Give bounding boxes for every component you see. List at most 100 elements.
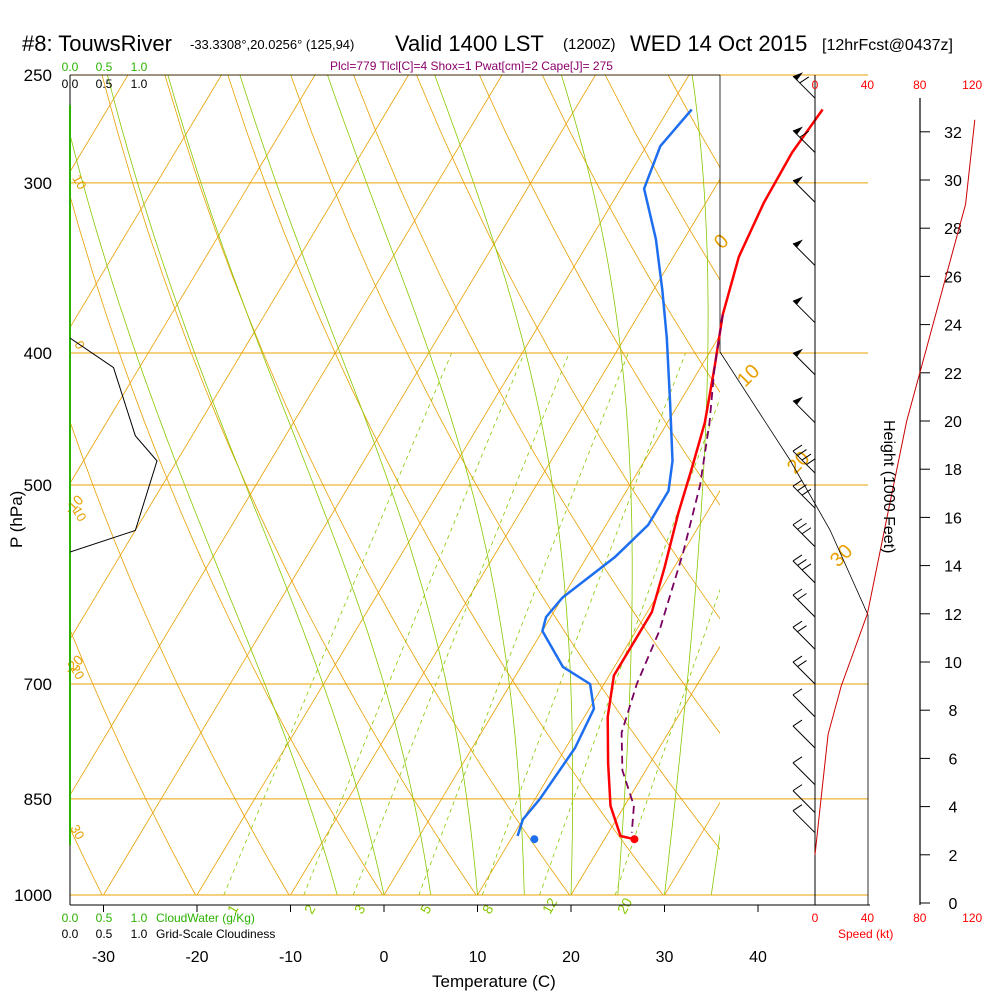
temperature-tick-label: 40 bbox=[749, 949, 767, 966]
cloudwater-tick-top: 0.0 bbox=[62, 60, 79, 74]
wind-barb-feather bbox=[797, 625, 807, 633]
height-tick-label: 22 bbox=[944, 366, 962, 383]
stability-indices: Plcl=779 Tlcl[C]=4 Shox=1 Pwat[cm]=2 Cap… bbox=[330, 59, 613, 73]
height-tick-label: 6 bbox=[949, 751, 958, 768]
wind-barb-feather bbox=[792, 655, 803, 663]
height-tick-label: 26 bbox=[944, 269, 962, 286]
pressure-tick-label: 700 bbox=[24, 675, 52, 694]
dry-adiabat-line bbox=[227, 75, 664, 895]
cloudwater-label: CloudWater (g/Kg) bbox=[156, 911, 255, 925]
mixing-ratio-line bbox=[303, 352, 525, 895]
pressure-tick-label: 1000 bbox=[14, 886, 52, 905]
temperature-line bbox=[606, 108, 824, 841]
wind-barb bbox=[792, 688, 816, 718]
wind-barb bbox=[792, 620, 816, 650]
wind-barb bbox=[792, 784, 816, 813]
temperature-tick-label: -30 bbox=[92, 949, 115, 966]
cloudiness-line bbox=[70, 337, 158, 553]
wind-barb-feather bbox=[799, 76, 810, 84]
wind-barb-feather bbox=[797, 449, 807, 456]
speed-tick-top: 0 bbox=[812, 78, 819, 92]
wind-barb-feather bbox=[797, 593, 807, 600]
wind-barb-feather bbox=[792, 688, 803, 696]
cloudiness-tick-top: 0.0 bbox=[62, 77, 79, 91]
isotherm-line bbox=[852, 75, 1000, 895]
wind-barb bbox=[792, 72, 816, 99]
temperature-tick-label: 0 bbox=[380, 949, 389, 966]
cloudiness-tick-top: 0.5 bbox=[96, 77, 113, 91]
cloudiness-label: Grid-Scale Cloudiness bbox=[156, 927, 275, 941]
mixing-ratio-label: 20 bbox=[614, 895, 636, 917]
wind-barb-feather bbox=[797, 558, 807, 566]
forecast-info: [12hrFcst@0437z] bbox=[822, 37, 953, 54]
wind-barb bbox=[792, 479, 816, 509]
height-axis-label: Height (1000 Feet) bbox=[880, 420, 897, 553]
speed-tick-top: 80 bbox=[913, 78, 927, 92]
height-tick-label: 0 bbox=[949, 896, 958, 913]
mixing-ratio-label: 12 bbox=[539, 895, 561, 917]
y-axis-label: P (hPa) bbox=[7, 491, 26, 548]
wind-barb bbox=[792, 518, 816, 548]
mixing-ratio-line bbox=[352, 352, 570, 895]
moist-adiabat-line bbox=[167, 75, 432, 895]
station-title: #8: TouwsRiver bbox=[22, 31, 172, 56]
wind-barb-staff bbox=[792, 560, 816, 584]
wind-barb bbox=[792, 588, 816, 618]
wind-barb-feather bbox=[792, 756, 803, 764]
isotherm-line bbox=[70, 75, 316, 485]
isotherm-line bbox=[570, 645, 720, 895]
cloudiness-tick-top: 1.0 bbox=[131, 77, 148, 91]
wind-barb bbox=[792, 444, 816, 474]
mixing-ratio-line bbox=[223, 352, 453, 895]
speed-tick-top: 120 bbox=[962, 78, 982, 92]
wind-barb-feather bbox=[797, 522, 807, 530]
valid-zulu: (1200Z) bbox=[563, 36, 616, 53]
temperature-tick-label: -20 bbox=[185, 949, 208, 966]
pressure-tick-label: 500 bbox=[24, 476, 52, 495]
dewpoint-line bbox=[516, 108, 693, 837]
wind-barb-feather bbox=[792, 479, 803, 487]
moist-adiabat-line bbox=[239, 75, 478, 895]
cloudiness-tick-bottom: 1.0 bbox=[131, 927, 148, 941]
dry-adiabat-line bbox=[70, 628, 196, 895]
wind-barb-staff bbox=[792, 790, 816, 813]
mixing-ratio-label: 5 bbox=[417, 902, 435, 917]
wind-barb-feather bbox=[792, 444, 803, 452]
speed-tick-bottom: 80 bbox=[913, 911, 927, 925]
surface-dewpoint-dot bbox=[530, 835, 539, 844]
wind-barb-flag bbox=[793, 176, 803, 185]
cloudwater-tick-top: 1.0 bbox=[131, 60, 148, 74]
surface-temperature-dot bbox=[630, 835, 639, 844]
wind-barb-feather bbox=[801, 453, 812, 461]
dry-adiabat-label: 0 bbox=[710, 230, 733, 253]
valid-date: WED 14 Oct 2015 bbox=[630, 31, 807, 56]
isotherm-label: 10 bbox=[69, 504, 89, 524]
wind-barb-staff bbox=[792, 725, 816, 749]
wind-barb-feather bbox=[797, 660, 807, 667]
cloudiness-profile bbox=[70, 337, 158, 553]
dry-adiabat-line bbox=[983, 75, 1000, 895]
wind-barb-staff bbox=[792, 179, 816, 203]
wind-barb-feather bbox=[792, 719, 803, 727]
mixing-ratio-label: 2 bbox=[301, 902, 319, 917]
wind-barb bbox=[792, 756, 816, 786]
pressure-tick-label: 250 bbox=[24, 66, 52, 85]
cloudiness-tick-bottom: 0.0 bbox=[62, 927, 79, 941]
speed-tick-bottom: 0 bbox=[812, 911, 819, 925]
speed-label: Speed (kt) bbox=[838, 927, 893, 941]
moist-adiabat-line bbox=[561, 75, 633, 895]
temperature-tick-label: 10 bbox=[469, 949, 487, 966]
mixing-ratio-label: 3 bbox=[351, 902, 369, 917]
dry-adiabat-label: 10 bbox=[733, 360, 764, 391]
wind-barb-staff bbox=[792, 450, 816, 474]
cloudwater-tick-bottom: 1.0 bbox=[131, 911, 148, 925]
cloudwater-scale-bottom: 0.0 0.5 1.0 0.0 0.5 1.0 bbox=[62, 911, 148, 941]
height-tick-label: 20 bbox=[944, 414, 962, 431]
wind-barb-staff bbox=[792, 594, 816, 618]
dry-adiabat-line bbox=[857, 75, 1000, 895]
mixing-ratio-line bbox=[614, 588, 720, 895]
